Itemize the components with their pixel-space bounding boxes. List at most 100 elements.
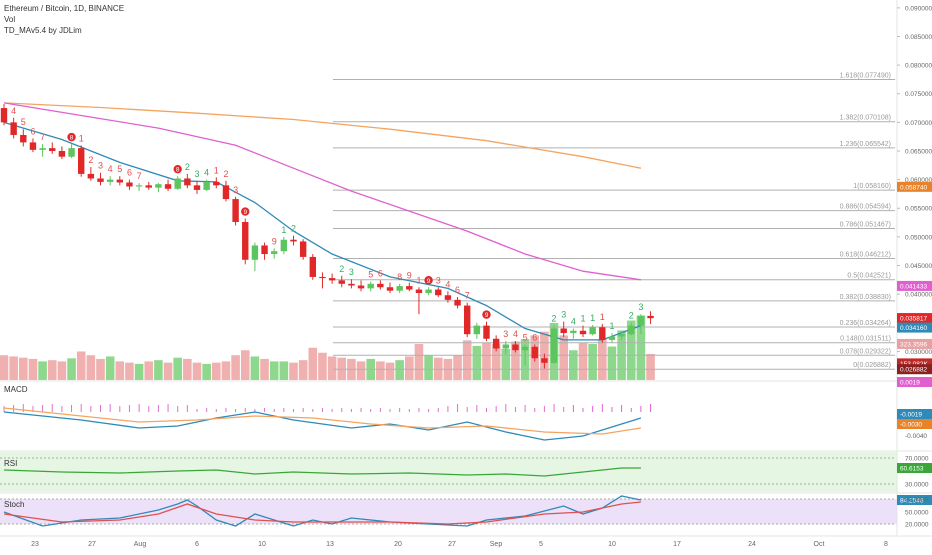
candle-body xyxy=(386,287,394,291)
td-count-label: 1 xyxy=(590,313,595,323)
y-tick-label: 0.030000 xyxy=(905,349,932,356)
candle-body xyxy=(560,328,567,334)
x-tick-label: 27 xyxy=(448,541,456,548)
td-count-label: 6 xyxy=(127,168,132,178)
td-setup-badge xyxy=(173,164,182,174)
candle-body xyxy=(193,185,201,190)
x-tick-label: 23 xyxy=(31,541,39,548)
volume-bar xyxy=(9,356,18,380)
macd-tick-label: -0.0040 xyxy=(905,433,927,440)
volume-bar xyxy=(636,315,646,380)
volume-bar xyxy=(0,355,9,380)
td-setup-badge-label: 8 xyxy=(70,135,74,142)
x-tick-label: 10 xyxy=(258,541,266,548)
td-count-label: 2 xyxy=(629,311,634,321)
price-tag-label: 323.3596 xyxy=(900,341,927,348)
volume-bar xyxy=(250,356,260,380)
price-tag xyxy=(897,181,932,192)
y-tick-label: 0.060000 xyxy=(905,177,932,184)
td-count-label: 3 xyxy=(194,169,199,179)
stoch-tick-label: 20.0000 xyxy=(905,522,929,529)
y-tick-label: 0.065000 xyxy=(905,148,932,155)
candle-body xyxy=(608,336,616,340)
candle-body xyxy=(637,315,645,326)
macd-line xyxy=(3,411,642,441)
rsi-pane-label: RSI xyxy=(4,459,18,468)
candle-body xyxy=(531,346,538,359)
td-count-label: 3 xyxy=(233,185,238,195)
rsi-tick-label: 70.0000 xyxy=(905,456,929,463)
td-count-label: 3 xyxy=(98,161,103,171)
candle-body xyxy=(299,241,307,257)
td-setup-badge-label: 9 xyxy=(427,278,431,285)
candle-body xyxy=(106,179,114,182)
volume-bar xyxy=(588,344,597,380)
y-tick-label: 0.050000 xyxy=(905,234,932,241)
td-count-label: 7 xyxy=(465,291,470,301)
td-count-label: 5 xyxy=(117,164,122,174)
rsi-tick-label: 30.0000 xyxy=(905,482,929,489)
td-count-label: 3 xyxy=(436,275,441,285)
x-tick-label: 17 xyxy=(673,541,681,548)
td-count-label: 2 xyxy=(339,264,344,274)
candle-body xyxy=(78,148,85,174)
volume-bar xyxy=(414,344,424,380)
td-count-label: 1 xyxy=(580,314,585,324)
x-tick-label: 5 xyxy=(539,541,543,548)
stoch-d-line xyxy=(3,501,641,525)
volume-bar xyxy=(173,357,182,380)
price-tag-label: 0.026882 xyxy=(900,367,927,374)
volume-bar xyxy=(559,335,568,380)
candle-body xyxy=(483,325,490,339)
stoch-value-label: 84.2546 xyxy=(900,498,924,505)
candle-body xyxy=(68,148,75,157)
fib-level-label: 0.618(0.046212) xyxy=(840,252,891,259)
macd-value-tag xyxy=(897,377,932,387)
indicator-label: TD_MAv5.4 by JDLim xyxy=(4,26,82,35)
volume-bar xyxy=(28,358,38,380)
price-tag xyxy=(897,313,932,324)
price-tag xyxy=(897,280,932,291)
td-count-label: 2 xyxy=(223,169,228,179)
candle-body xyxy=(39,148,46,150)
td-count-label: 3 xyxy=(561,310,566,320)
candle-body xyxy=(116,179,123,183)
stoch-tick-label: 50.0000 xyxy=(905,510,929,517)
candle-body xyxy=(328,278,336,281)
macd-value-label: 0.0019 xyxy=(900,380,920,387)
price-tag-label: 0.058740 xyxy=(900,184,927,191)
fib-level-label: 1.382(0.070108) xyxy=(840,115,891,122)
td-count-label: 7 xyxy=(137,171,142,181)
candle-body xyxy=(20,134,27,143)
td-count-label: 8 xyxy=(397,272,402,282)
candle-body xyxy=(155,184,162,188)
macd-pane-label: MACD xyxy=(4,385,28,394)
candle-body xyxy=(357,285,365,289)
stoch-value-tag xyxy=(897,495,932,505)
volume-bar xyxy=(298,360,308,380)
volume-bar xyxy=(76,351,86,380)
price-tag-label: 0.034160 xyxy=(900,325,927,332)
volume-bar xyxy=(183,358,192,380)
candle-body xyxy=(222,185,230,200)
volume-bar xyxy=(192,362,202,380)
y-tick-label: 0.040000 xyxy=(905,292,932,299)
td-count-label: 2 xyxy=(185,162,190,172)
candle-body xyxy=(502,344,509,349)
td-count-label: 6 xyxy=(455,285,460,295)
price-tag-label: 0.041433 xyxy=(900,283,927,290)
macd-value-tag xyxy=(897,409,932,419)
candle-body xyxy=(435,289,442,296)
x-tick-label: 20 xyxy=(394,541,402,548)
candle-body xyxy=(203,181,210,190)
volume-bar xyxy=(231,355,240,380)
td-count-label: 4 xyxy=(204,168,209,178)
volume-bar xyxy=(19,357,28,380)
candle-body xyxy=(454,299,461,306)
td-setup-badge xyxy=(482,310,491,319)
y-tick-label: 0.075000 xyxy=(905,91,932,98)
td-count-label: 3 xyxy=(349,267,354,277)
fib-level-label: 0.886(0.054594) xyxy=(840,204,891,211)
volume-bar xyxy=(240,350,250,380)
